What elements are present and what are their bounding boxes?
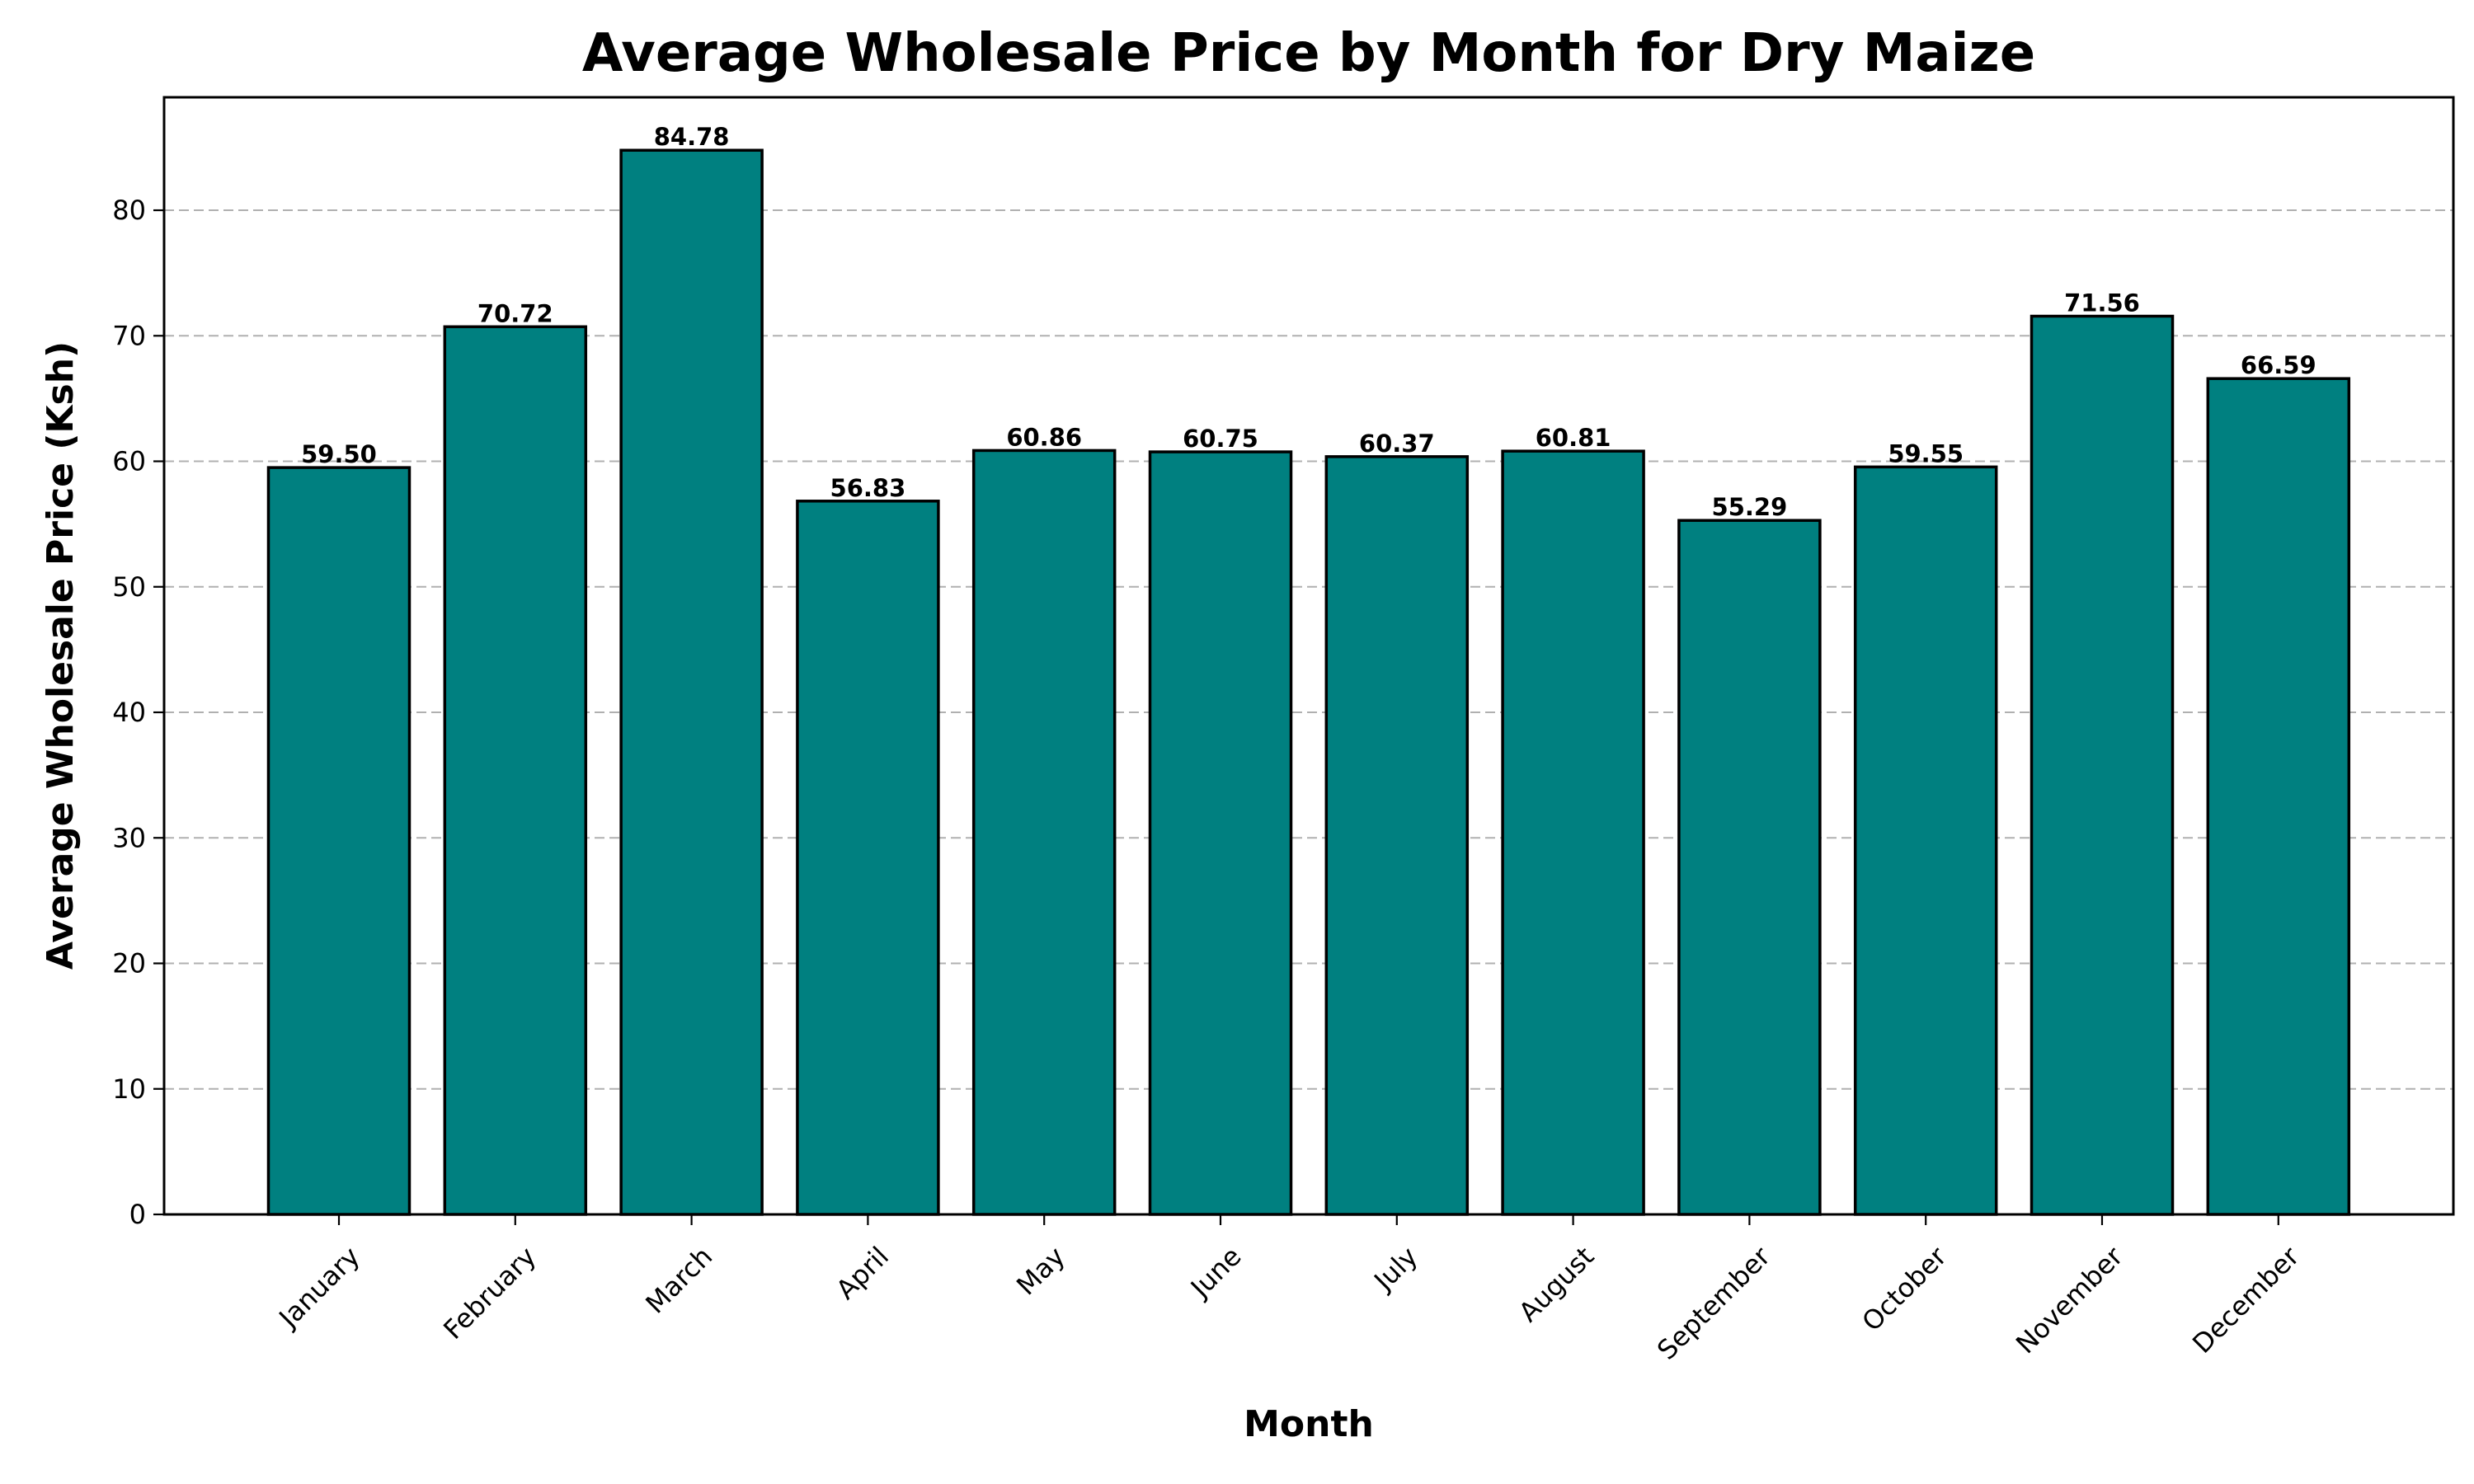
x-tick-label: December [2186, 1240, 2306, 1360]
y-tick-label: 0 [129, 1199, 146, 1230]
value-label: 60.37 [1359, 430, 1435, 458]
value-label: 84.78 [654, 123, 730, 151]
y-tick-label: 30 [112, 822, 146, 853]
bar-february [443, 325, 588, 1216]
y-tick-label: 10 [112, 1073, 146, 1105]
plot-frame [162, 96, 2455, 1216]
value-label: 60.75 [1183, 425, 1258, 453]
y-axis-title: Average Wholesale Price (Ksh) [40, 341, 82, 970]
y-tick-label: 40 [112, 697, 146, 728]
value-label: 66.59 [2241, 351, 2316, 379]
x-tick-label: May [1010, 1241, 1071, 1302]
bar-december [2206, 377, 2351, 1216]
y-tick-label: 60 [112, 446, 146, 477]
bar-may [971, 448, 1117, 1216]
y-tick-label: 80 [112, 195, 146, 226]
bar-january [266, 466, 412, 1216]
x-tick-label: February [437, 1241, 542, 1345]
x-tick-label: July [1366, 1241, 1423, 1298]
value-label: 60.81 [1536, 424, 1611, 452]
chart-title: Average Wholesale Price by Month for Dry… [582, 23, 2035, 84]
x-axis-title: Month [1244, 1403, 1374, 1445]
x-tick-label: September [1651, 1240, 1777, 1366]
value-label: 59.50 [301, 440, 377, 468]
value-label: 60.86 [1006, 423, 1082, 451]
bars [266, 148, 2351, 1216]
y-tick-label: 50 [112, 571, 146, 603]
bar-july [1324, 455, 1470, 1216]
x-tick-label: June [1183, 1241, 1248, 1305]
bar-march [619, 148, 764, 1216]
value-label: 56.83 [830, 474, 906, 502]
x-tick-label: August [1512, 1241, 1600, 1328]
value-labels: 59.50 70.72 84.78 56.83 60.86 60.75 60.37 60.81… [301, 123, 2316, 521]
bar-november [2030, 314, 2175, 1216]
value-label: 59.55 [1888, 439, 1964, 467]
y-tick-label: 20 [112, 948, 146, 979]
bar-august [1501, 449, 1645, 1216]
bar-september [1677, 519, 1822, 1216]
bar-october [1853, 465, 1998, 1216]
value-label: 55.29 [1712, 493, 1788, 521]
value-label: 71.56 [2064, 289, 2140, 317]
x-axis: January February March April May June July Augu… [272, 1214, 2306, 1366]
y-tick-label: 70 [112, 320, 146, 351]
bar-june [1148, 450, 1293, 1216]
y-axis: 0 10 20 30 40 50 60 70 80 [112, 195, 164, 1230]
x-tick-label: April [830, 1241, 895, 1306]
x-tick-label: November [2010, 1240, 2129, 1360]
x-tick-label: March [639, 1241, 718, 1320]
bar-april [796, 500, 940, 1216]
x-tick-label: January [272, 1241, 366, 1335]
value-label: 70.72 [477, 299, 553, 327]
x-tick-label: October [1856, 1240, 1953, 1337]
